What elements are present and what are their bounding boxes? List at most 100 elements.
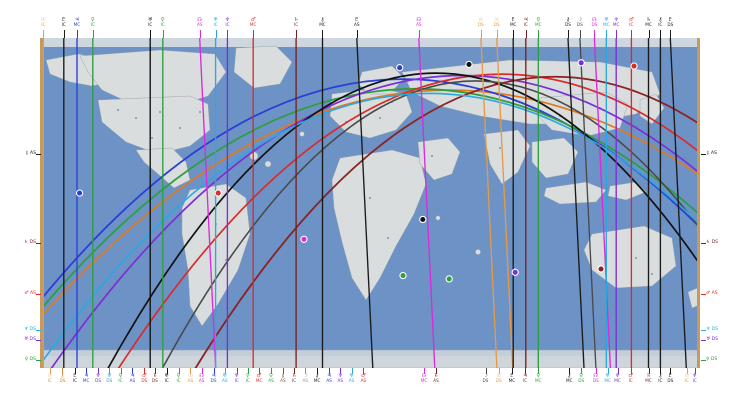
bottom-label-28: ☊ MC <box>417 373 431 384</box>
bottom-label-tick-33 <box>525 368 527 374</box>
marker-group-mars-6 <box>630 62 638 70</box>
bottom-label-glyph: ♃ <box>83 373 89 379</box>
bottom-label-type: DS <box>592 378 599 384</box>
arc-line-saturn-6 <box>107 72 700 368</box>
bottom-label-glyph: ♃ <box>130 373 135 379</box>
top-label-tick-20 <box>579 30 581 38</box>
bottom-label-type: IC <box>47 378 52 384</box>
left-label-1: ♄ DS <box>23 239 36 245</box>
bottom-label-45: ♆ IC <box>688 373 702 384</box>
bottom-label-glyph: ♂ <box>628 373 634 379</box>
arc-line-uranus-8 <box>40 92 700 367</box>
top-label-type: DS <box>477 22 484 28</box>
bottom-label-type: IC <box>234 378 239 384</box>
bottom-label-22: ☽ AS <box>298 373 312 384</box>
map-border-left <box>40 38 43 368</box>
top-label-5: ♀ IC <box>156 17 170 28</box>
bottom-label-34: ♀ MC <box>531 373 545 384</box>
right-label-tick-0 <box>701 153 706 155</box>
top-label-type: MC <box>73 22 81 28</box>
top-label-tick-23 <box>616 30 618 38</box>
bottom-label-33: ♃ IC <box>518 373 532 384</box>
bottom-label-glyph: ☽ <box>302 373 308 379</box>
bottom-label-tick-22 <box>305 368 307 374</box>
top-label-10: ♄ IC <box>289 17 303 28</box>
bottom-label-40: ♂ IC <box>624 373 638 384</box>
left-label-tick-1 <box>36 242 41 244</box>
bottom-label-type: MC <box>508 378 516 384</box>
bottom-label-glyph: ♀ <box>536 373 541 379</box>
top-label-glyph: ♇ <box>61 17 67 23</box>
top-label-glyph: ☊ <box>197 17 203 23</box>
bottom-label-6: ♀ IC <box>114 373 128 384</box>
bottom-label-10: ♅ IC <box>160 373 174 384</box>
bottom-label-8: ♂ DS <box>137 373 151 384</box>
bottom-label-type: AS <box>129 378 136 384</box>
bottom-label-18: ♂ MC <box>252 373 266 384</box>
bottom-label-4: ♆ DS <box>91 373 105 384</box>
bottom-label-glyph: ☊ <box>593 373 599 379</box>
top-label-12: ♇ AS <box>350 17 364 28</box>
top-label-type: MC <box>612 22 620 28</box>
top-label-11: ⚷ MC <box>315 17 329 28</box>
right-label-4: ♅ DS <box>706 336 719 342</box>
top-label-glyph: ♇ <box>354 17 360 23</box>
top-label-tick-21 <box>594 30 596 38</box>
left-label-3: ♆ DS <box>23 327 36 333</box>
bottom-label-glyph: ♃ <box>326 373 332 379</box>
bottom-label-type: AS <box>187 378 194 384</box>
bottom-label-tick-11 <box>178 368 180 374</box>
bottom-label-20: ⚷ AS <box>276 373 290 384</box>
bottom-label-1: ⚷ DS <box>55 373 69 384</box>
bottom-label-type: IC <box>523 378 528 384</box>
bottom-label-type: AS <box>348 378 355 384</box>
bottom-label-glyph: ♄ <box>291 373 297 379</box>
bottom-label-type: DS <box>495 378 502 384</box>
bottom-label-type: MC <box>614 378 621 384</box>
bottom-label-21: ♄ IC <box>287 373 301 384</box>
top-label-band: ☉ IC ♇ IC ♃ MC ♀ IC ♅ IC ♀ IC ☊ AS ♅ IC ♆ IC ♂ MC ♄ IC ⚷ MC ♇ AS ☊… <box>0 0 744 38</box>
top-label-type: IC <box>225 22 230 28</box>
map-border-right <box>697 38 700 368</box>
top-label-tick-26 <box>660 30 662 38</box>
bottom-label-tick-38 <box>607 368 609 374</box>
bottom-label-tick-32 <box>511 368 513 374</box>
bottom-label-glyph: ♀ <box>118 373 123 379</box>
bottom-label-type: DS <box>151 378 158 384</box>
bottom-label-type: DS <box>210 378 217 384</box>
left-label-5: ♀ DS <box>24 356 36 362</box>
top-label-13: ☊ AS <box>412 17 426 28</box>
top-label-type: IC <box>160 22 165 28</box>
bottom-label-12: ☉ AS <box>183 373 197 384</box>
bottom-label-29: ♄ AS <box>429 373 443 384</box>
top-label-type: DS <box>576 22 583 28</box>
top-label-type: MC <box>249 22 257 28</box>
bottom-label-tick-14 <box>213 368 215 374</box>
top-label-tick-15 <box>496 30 498 38</box>
bottom-label-tick-19 <box>271 368 272 374</box>
bottom-label-type: AS <box>268 378 274 384</box>
top-label-glyph: ⚷ <box>566 17 570 23</box>
bottom-label-tick-30 <box>485 368 487 374</box>
bottom-label-glyph: ♀ <box>269 373 273 379</box>
bottom-label-tick-6 <box>120 368 122 374</box>
bottom-label-7: ♃ AS <box>125 373 139 384</box>
right-label-3: ♆ DS <box>706 327 719 333</box>
bottom-label-5: ♅ DS <box>102 373 116 384</box>
bottom-label-type: DS <box>482 378 489 384</box>
top-label-20: ☽ DS <box>573 17 587 28</box>
bottom-label-glyph: ⚷ <box>567 373 572 379</box>
top-label-22: ♅ MC <box>599 17 613 28</box>
marker-group-node-2 <box>300 235 308 243</box>
bottom-label-glyph: ♂ <box>256 373 262 379</box>
bottom-label-type: AS <box>198 378 205 384</box>
bottom-label-tick-2 <box>74 368 76 374</box>
bottom-label-glyph: ♃ <box>522 373 528 379</box>
bottom-label-type: IC <box>628 378 633 384</box>
top-label-glyph: ♃ <box>523 17 529 23</box>
bottom-label-tick-40 <box>630 368 632 374</box>
bottom-label-11: ♀ IC <box>172 373 186 384</box>
top-label-glyph: ☽ <box>577 17 583 23</box>
marker-group-neptune-10 <box>511 268 519 276</box>
top-label-27: ♇ DS <box>663 17 677 28</box>
